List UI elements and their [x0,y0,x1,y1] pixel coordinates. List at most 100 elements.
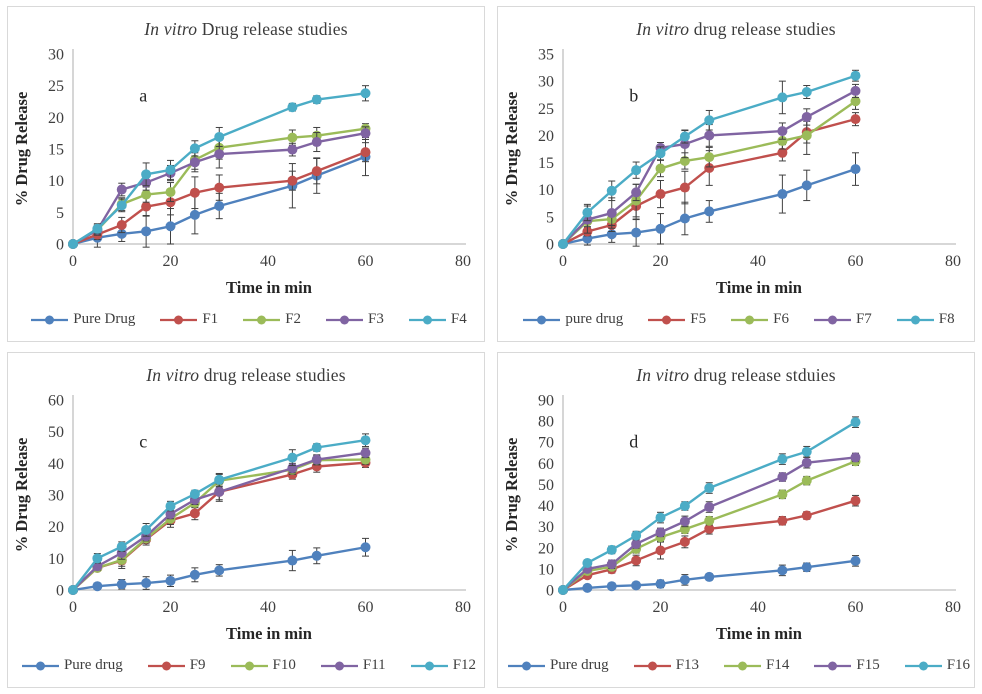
data-point [311,166,322,177]
y-tick-label: 30 [48,488,64,505]
y-tick-label: 0 [546,237,554,254]
data-point [704,571,715,582]
y-tick-label: 35 [538,47,554,64]
y-tick-label: 50 [48,424,64,441]
chart-title: In vitro drug release stduies [498,365,974,386]
legend-item-f2: F2 [243,311,301,328]
legend-label: F14 [766,657,790,673]
legend-item-f7: F7 [813,311,872,328]
x-tick-label: 20 [163,253,179,270]
legend-swatch-icon [243,315,281,324]
legend-swatch-icon [896,315,934,324]
data-point [777,515,788,526]
data-point [311,550,322,561]
data-point [801,87,812,97]
data-point [189,569,200,580]
data-point [189,157,200,168]
data-point [679,500,690,511]
data-point [214,474,225,485]
x-axis-label: Time in min [716,278,802,297]
legend-label: F5 [690,311,707,327]
legend-label: F11 [362,657,386,673]
series-line [562,460,856,591]
legend-item-f14: F14 [724,657,789,674]
chart-title-italic: In vitro [636,19,690,39]
data-point [558,585,568,595]
data-point [311,454,322,465]
data-point [631,530,642,541]
legend-label: F3 [368,311,384,327]
data-point [214,149,225,160]
legend-swatch-icon [410,661,448,670]
data-point [631,227,642,238]
legend-label: pure drug [565,311,624,327]
data-point [116,541,127,552]
data-point [631,555,642,566]
data-point [606,544,617,555]
x-tick-label: 60 [848,253,864,270]
legend-label: Pure drug [549,657,609,673]
chart-title: In vitro drug release studies [8,365,484,386]
legend-label: F16 [946,657,971,673]
data-point [287,555,298,566]
data-point [189,209,200,220]
legend-swatch-icon [904,661,942,670]
data-point [801,475,812,486]
data-point [606,581,617,592]
y-axis-label: % Drug Release [12,92,31,207]
series-line [562,499,856,592]
legend-item-f3: F3 [326,311,384,328]
data-point [631,580,642,591]
legend-label: F10 [272,657,296,673]
x-axis-label: Time in min [226,278,312,297]
data-point [777,92,788,103]
chart-panel-d: In vitro drug release stduies 0 10 20 30 40 50… [497,352,975,688]
data-point [850,96,861,107]
x-tick-label: 20 [163,599,179,616]
legend-item-pure-drug: Pure drug [507,657,609,674]
data-point [141,524,152,535]
data-point [116,184,127,195]
data-point [850,114,861,125]
legend-swatch-icon [648,315,686,324]
x-tick-label: 40 [260,253,276,270]
legend-item-pure-drug: Pure drug [21,657,123,674]
chart-title: In vitro Drug release studies [8,19,484,40]
data-point [165,164,176,175]
data-point [92,561,103,572]
series-line [72,451,366,591]
series-line [72,92,366,246]
y-tick-label: 80 [538,414,554,431]
legend: Pure Drug F1 F2 F3 F4 [8,311,484,328]
data-point [704,483,715,494]
x-tick-label: 80 [455,253,471,270]
y-tick-label: 10 [538,182,554,199]
legend-label: F7 [855,311,872,327]
data-point [801,446,812,457]
y-tick-label: 50 [538,477,554,494]
legend-item-f11: F11 [320,657,386,674]
chart-title-italic: In vitro [144,19,198,39]
legend-item-f8: F8 [896,311,955,328]
y-tick-label: 0 [56,583,64,600]
data-point [141,189,152,200]
legend-item-pure-drug: pure drug [523,311,623,328]
legend-swatch-icon [326,315,364,324]
series-line [72,439,366,591]
data-point [165,197,176,208]
data-point [360,147,371,158]
data-point [704,523,715,534]
legend-label: F6 [773,311,789,327]
data-point [704,206,715,217]
legend-label: F1 [202,311,219,327]
data-point [777,489,788,500]
data-point [655,148,666,159]
data-point [582,582,593,593]
data-point [679,516,690,527]
data-point [655,527,666,538]
x-tick-label: 0 [69,599,77,616]
series-line [72,155,366,246]
data-point [631,187,642,198]
chart-title-rest: drug release studies [689,19,836,39]
